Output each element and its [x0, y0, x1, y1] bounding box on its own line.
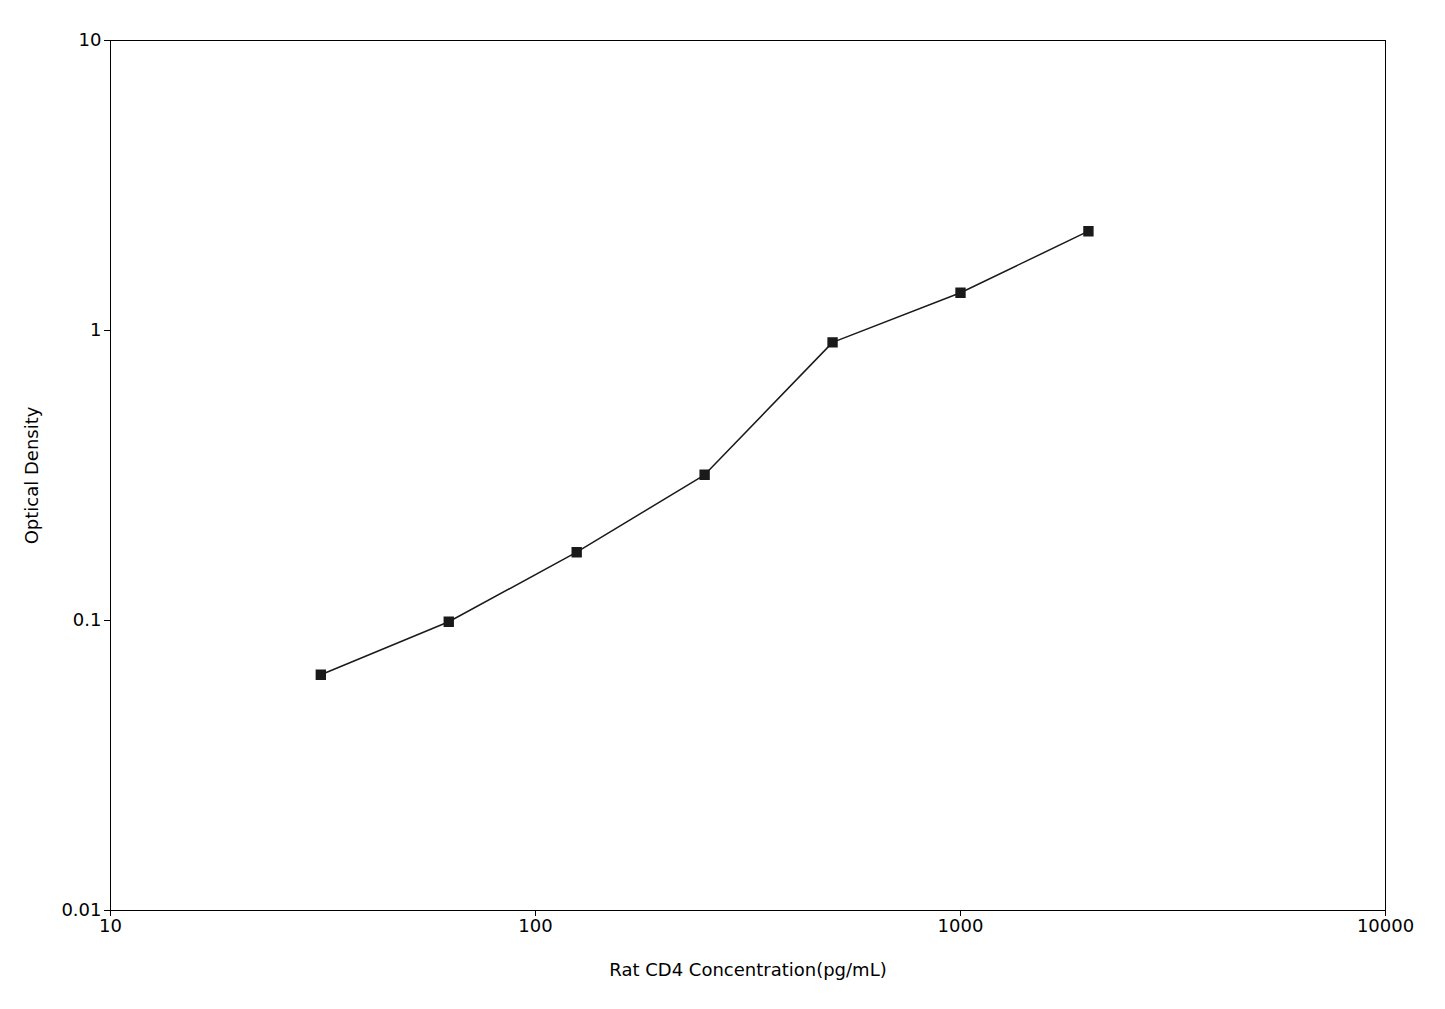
svg-text:0.1: 0.1	[73, 609, 102, 630]
svg-text:10: 10	[79, 29, 102, 50]
svg-text:0.01: 0.01	[61, 899, 101, 920]
svg-text:10000: 10000	[1357, 915, 1414, 936]
svg-text:100: 100	[518, 915, 552, 936]
svg-text:Optical Density: Optical Density	[21, 406, 42, 544]
svg-text:1000: 1000	[938, 915, 984, 936]
svg-text:Rat CD4 Concentration(pg/mL): Rat CD4 Concentration(pg/mL)	[609, 959, 886, 980]
svg-text:1: 1	[90, 319, 101, 340]
svg-text:10: 10	[99, 915, 122, 936]
